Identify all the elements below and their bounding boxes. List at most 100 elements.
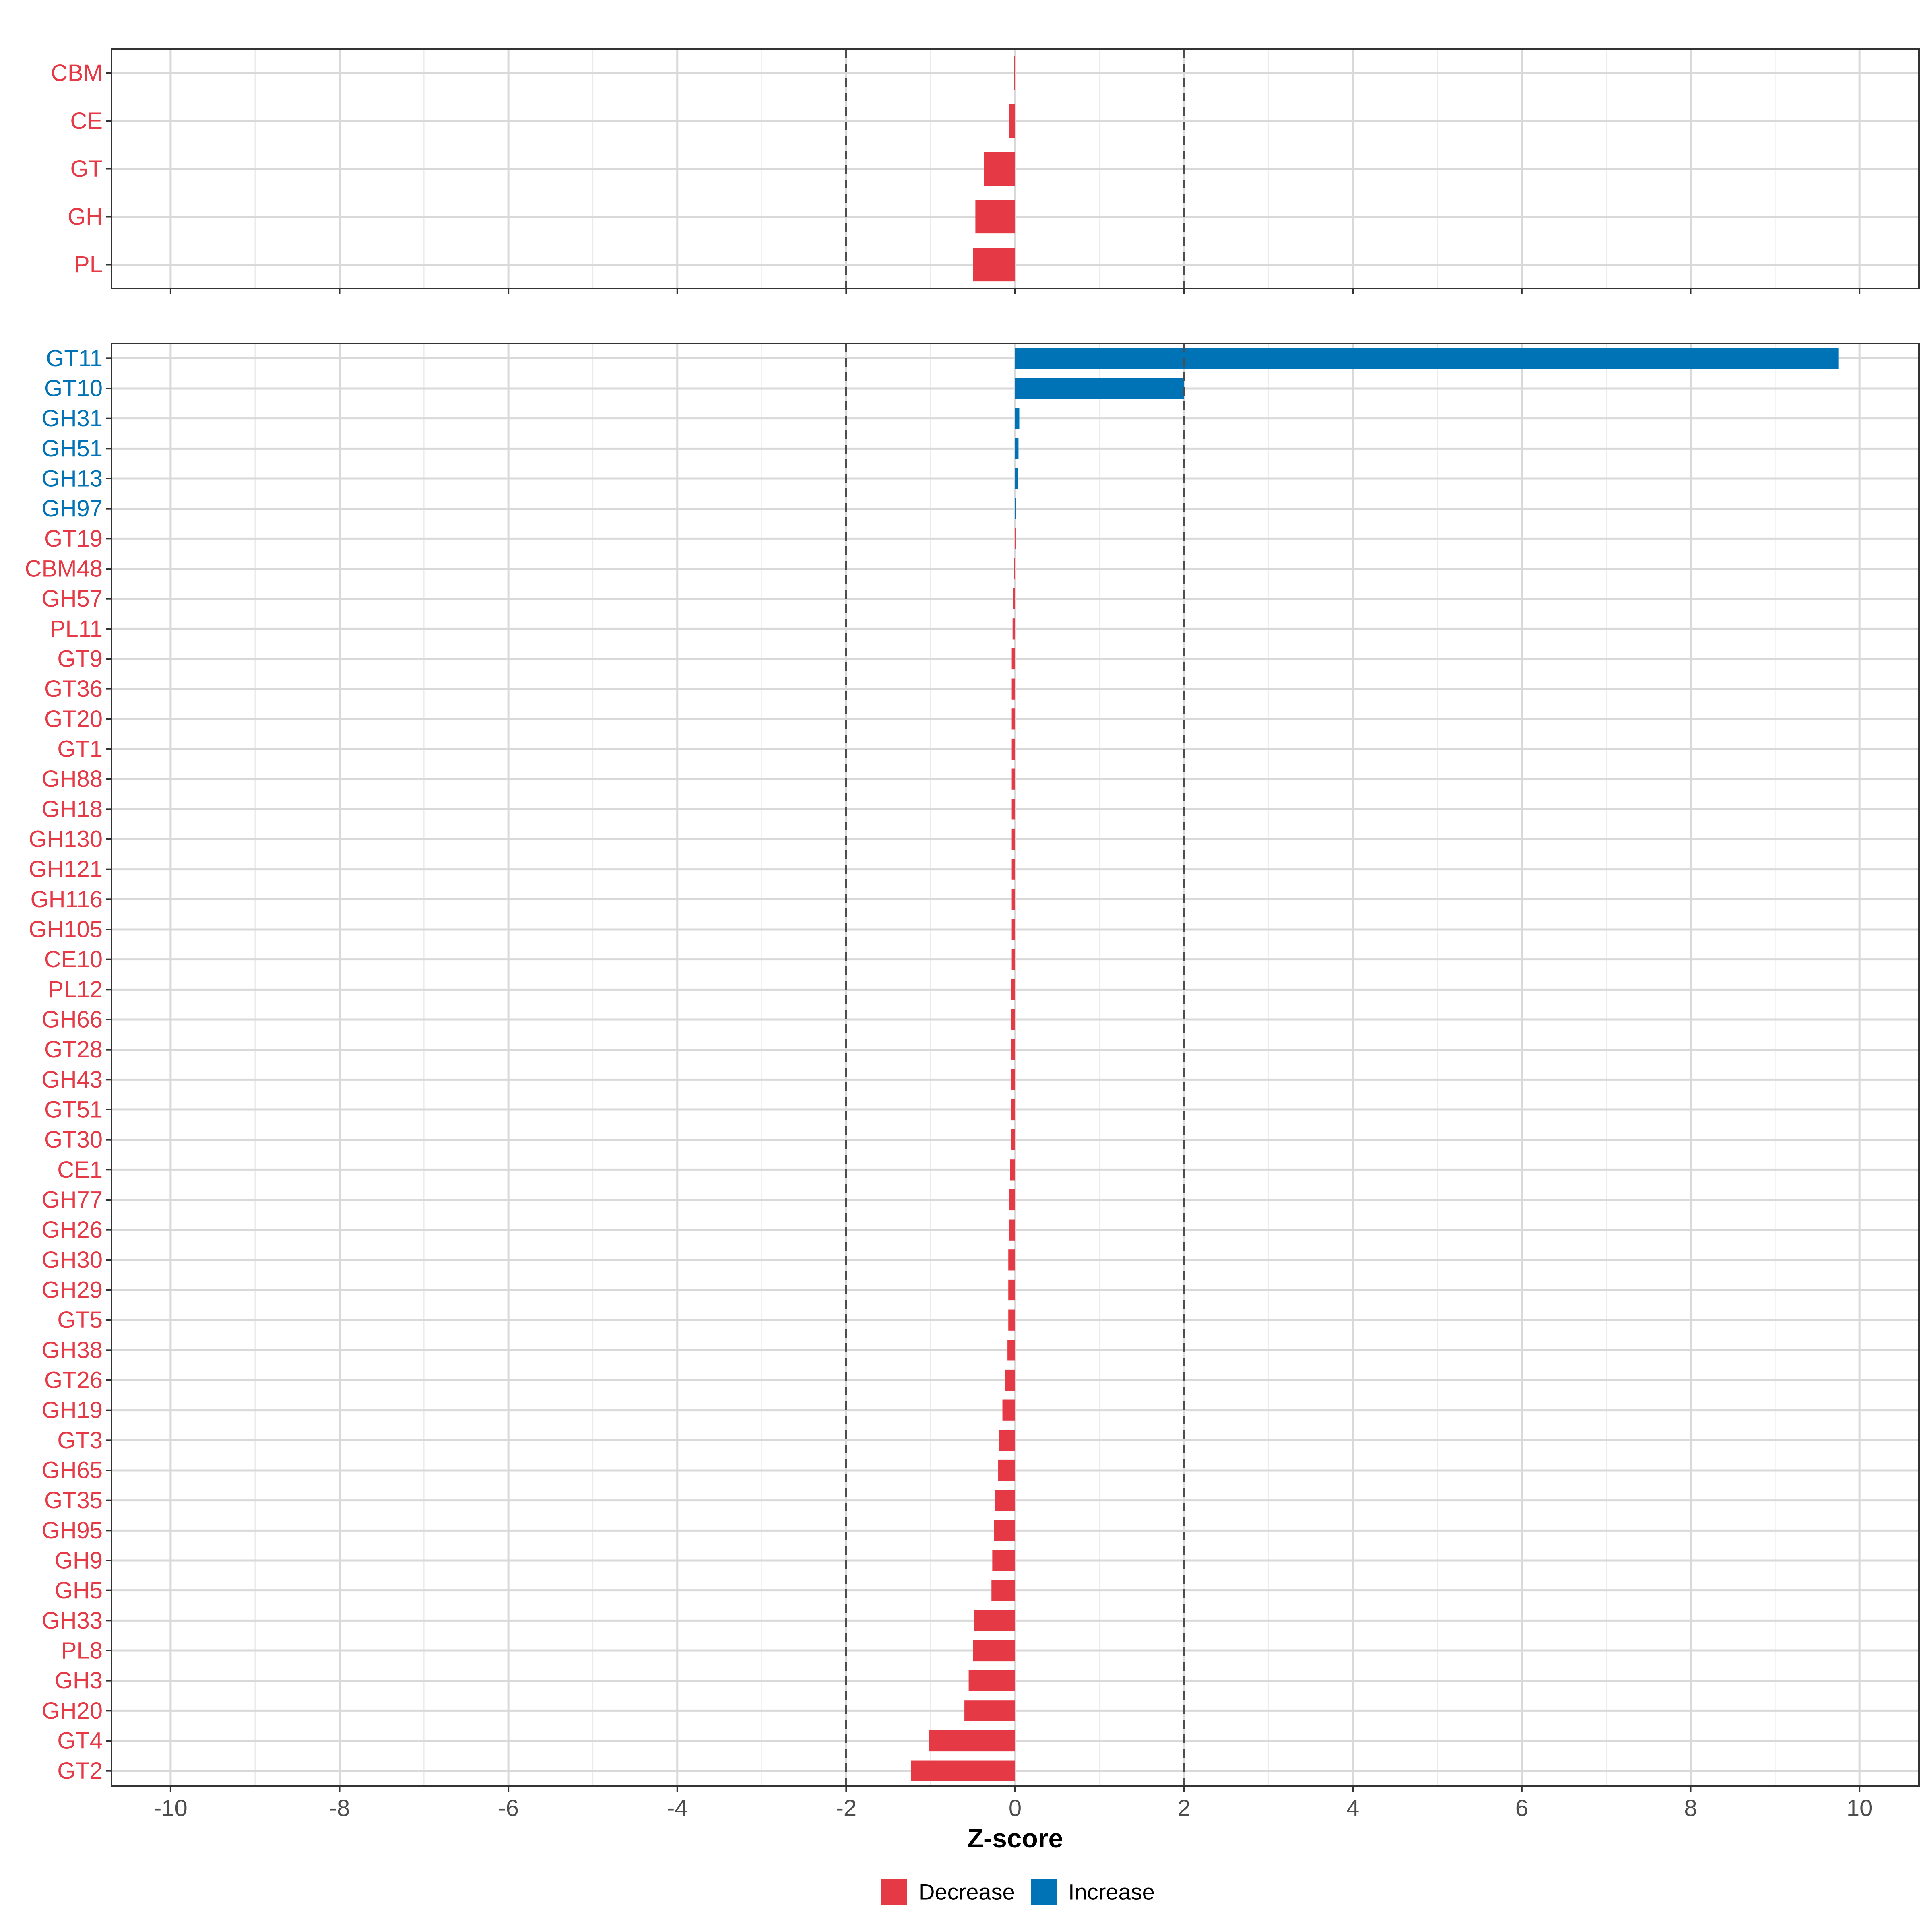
bar	[1011, 678, 1015, 700]
category-label: GH29	[41, 1277, 103, 1303]
category-label: GH43	[41, 1067, 103, 1093]
bar	[1009, 1189, 1015, 1211]
bar	[984, 152, 1015, 186]
category-label: GH9	[55, 1548, 103, 1574]
category-label: GH5	[55, 1577, 103, 1604]
bar	[975, 200, 1015, 234]
category-label: GH38	[41, 1337, 103, 1363]
category-label: GT1	[57, 736, 103, 762]
bar	[1015, 498, 1016, 519]
category-label: CE1	[57, 1157, 103, 1183]
bar	[1009, 104, 1015, 138]
x-tick-label: 8	[1684, 1795, 1697, 1821]
category-label: GT10	[44, 376, 103, 402]
category-label: GH121	[29, 856, 103, 882]
category-label: GH130	[29, 826, 103, 852]
bar	[995, 1490, 1015, 1511]
category-label: GT19	[44, 526, 103, 552]
category-label: GT51	[44, 1097, 103, 1123]
x-tick-label: 10	[1847, 1795, 1873, 1821]
category-label: GH19	[41, 1397, 103, 1423]
bar	[991, 1580, 1015, 1601]
category-label: GH57	[41, 586, 103, 612]
category-label: GT5	[57, 1307, 103, 1333]
category-label: GH	[68, 204, 103, 230]
bar	[1014, 56, 1015, 90]
bar	[1011, 889, 1015, 910]
bar	[1011, 859, 1015, 880]
bar	[1011, 1129, 1015, 1150]
category-label: GT4	[57, 1728, 103, 1754]
top-panel: CBM CE GT GH PL	[51, 48, 1920, 294]
category-label: GT11	[46, 345, 103, 372]
bar	[1008, 1249, 1015, 1271]
legend-label: Decrease	[919, 1879, 1015, 1905]
category-label: GH31	[41, 405, 103, 431]
bar	[929, 1730, 1015, 1752]
category-label: GH30	[41, 1247, 103, 1273]
bar	[1011, 1039, 1015, 1060]
x-tick-label: 6	[1515, 1795, 1528, 1821]
bar	[1015, 408, 1020, 429]
category-label: GH95	[41, 1517, 103, 1544]
category-label: GH20	[41, 1698, 103, 1724]
category-label: GH116	[31, 886, 103, 912]
category-label: GT20	[44, 706, 103, 732]
category-label: GT3	[57, 1427, 103, 1453]
bar	[1015, 468, 1018, 489]
bar	[1013, 588, 1015, 609]
bar	[1008, 1279, 1015, 1301]
bar	[968, 1670, 1015, 1691]
bar	[1011, 1069, 1015, 1090]
legend-swatch	[1031, 1879, 1057, 1905]
bar	[1014, 528, 1016, 549]
category-label: GT9	[57, 646, 103, 672]
bar	[1011, 738, 1015, 760]
category-label: GT	[70, 156, 103, 182]
bar	[1011, 768, 1015, 790]
bar	[1007, 1340, 1015, 1361]
bar	[911, 1760, 1015, 1781]
category-label: GH13	[41, 466, 103, 492]
bar	[1011, 799, 1015, 820]
x-tick-label: -6	[498, 1795, 519, 1821]
category-label: CBM	[51, 60, 103, 86]
category-label: PL12	[48, 976, 103, 1003]
bar	[1011, 979, 1015, 1000]
category-label: PL8	[61, 1638, 103, 1664]
bar	[1011, 1099, 1015, 1121]
bar	[1012, 618, 1015, 640]
bar	[1015, 378, 1184, 399]
bottom-panel: GT11 GT10 GH31 GH51 GH13 GH97 GT19 CBM48 GH57 PL1…	[25, 343, 1920, 1792]
bar	[1010, 1159, 1015, 1181]
bar	[1009, 1219, 1015, 1241]
bar	[974, 1610, 1015, 1631]
x-tick-label: -2	[836, 1795, 857, 1821]
bar	[973, 1640, 1015, 1662]
bar	[994, 1520, 1015, 1541]
category-label: GT36	[44, 676, 103, 702]
category-label: GH97	[41, 495, 103, 522]
bar	[1014, 558, 1015, 580]
x-tick-label: -10	[154, 1795, 188, 1821]
bar	[1011, 919, 1015, 940]
category-label: GH77	[41, 1187, 103, 1213]
x-tick-label: -8	[329, 1795, 350, 1821]
bar	[1011, 828, 1015, 850]
x-axis: -10 -8 -6 -4 -2 0 2 4 6 8 10	[154, 1795, 1872, 1821]
bar	[1015, 438, 1019, 459]
legend: Decrease Increase	[881, 1879, 1155, 1905]
x-tick-label: 0	[1009, 1795, 1022, 1821]
category-label: PL	[74, 252, 103, 278]
bar	[1005, 1369, 1015, 1391]
category-label: CE10	[44, 946, 103, 972]
category-label: GT28	[44, 1036, 103, 1063]
x-axis-title: Z-score	[967, 1823, 1063, 1853]
category-label: GT26	[44, 1367, 103, 1393]
category-label: GH105	[29, 916, 103, 943]
bar	[1002, 1399, 1015, 1421]
bar	[1008, 1309, 1015, 1331]
x-tick-label: 2	[1177, 1795, 1190, 1821]
bar	[1011, 949, 1015, 970]
